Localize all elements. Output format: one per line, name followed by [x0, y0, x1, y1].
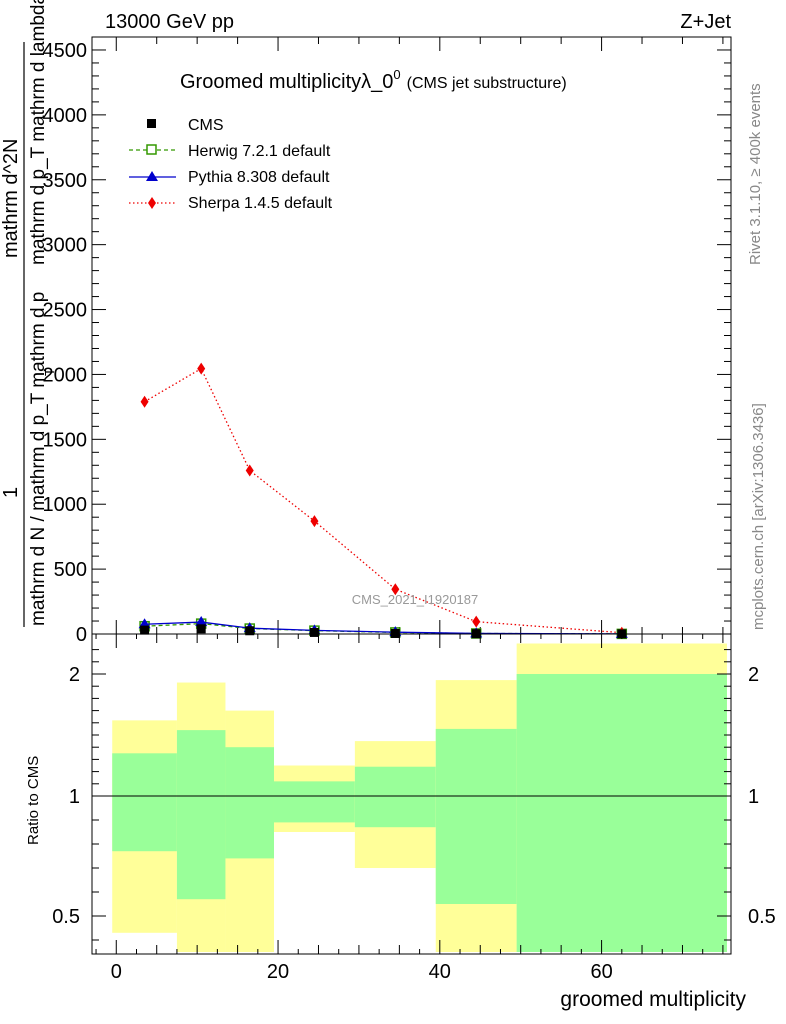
ratio-band-green — [225, 747, 274, 859]
ratio-bands-layer — [112, 643, 727, 952]
main-plot-panel: 0 500 1000 1500 2000 2500 3000 3500 4000 4500 Gro… — [0, 0, 732, 646]
ratio-y-tick-label: 2 — [69, 664, 80, 686]
data-point-sherpa — [245, 464, 254, 477]
legend-label-pythia: Pythia 8.308 default — [188, 169, 330, 186]
plot-title: Groomed multiplicityλ_00 (CMS jet substru… — [180, 67, 567, 93]
ratio-y-tick-label-right: 1 — [748, 786, 759, 808]
main-series-layer — [138, 362, 628, 640]
x-tick-label: 60 — [590, 961, 612, 983]
data-point-cms — [196, 624, 206, 634]
ratio-band-green — [516, 674, 727, 952]
legend-label-herwig: Herwig 7.2.1 default — [188, 143, 331, 160]
rivet-label: Rivet 3.1.10, ≥ 400k events — [747, 83, 764, 265]
main-y-tick-label: 4500 — [43, 40, 88, 62]
main-y-tick-label: 1500 — [43, 429, 88, 451]
legend-entry-sherpa: Sherpa 1.4.5 default — [129, 195, 333, 212]
ratio-y-tick-label-right: 2 — [748, 664, 759, 686]
main-y-tick-label: 500 — [54, 559, 87, 581]
legend-entry-cms: CMS — [147, 117, 224, 134]
legend-marker-herwig — [146, 144, 157, 155]
y-title-right-numerator: mathrm d^2N — [0, 139, 22, 258]
ratio-band-green — [176, 730, 226, 900]
main-y-axis-title: 1 mathrm d N / mathrm d p_T mathrm d p T… — [0, 0, 57, 627]
legend-marker-pythia — [146, 171, 158, 181]
ratio-plot-panel: 0.5 0.5 1 1 2 2 0 20 40 60 Ratio to CMS groomed … — [25, 633, 776, 1011]
data-point-cms — [245, 626, 255, 636]
legend-marker-cms — [147, 119, 156, 128]
main-y-tick-label: 2000 — [43, 364, 88, 386]
data-point-sherpa — [310, 515, 319, 528]
ratio-y-tick-label: 0.5 — [52, 906, 80, 928]
series-line-pythia — [144, 621, 622, 635]
data-point-cms — [309, 627, 319, 637]
x-tick-label: 40 — [429, 961, 451, 983]
ratio-band-green — [273, 781, 355, 823]
legend-entry-herwig: Herwig 7.2.1 default — [129, 143, 331, 160]
main-y-tick-label: 4000 — [43, 105, 88, 127]
y-title-right-denominator: mathrm d p_T mathrm d lambda — [28, 0, 49, 265]
ratio-band-green — [354, 766, 436, 828]
legend-label-cms: CMS — [188, 117, 224, 134]
mcplots-label: mcplots.cern.ch [arXiv:1306.3436] — [750, 403, 767, 630]
main-y-tick-label: 0 — [76, 624, 87, 646]
legend-marker-sherpa — [148, 197, 156, 209]
data-point-cms — [140, 625, 150, 635]
y-title-main-subscript: T — [42, 368, 57, 376]
main-y-tick-label: 3000 — [43, 235, 88, 257]
plot-title-superscript: 0 — [393, 67, 400, 82]
x-axis-title: groomed multiplicity — [560, 988, 746, 1011]
ratio-band-green — [112, 753, 177, 852]
ratio-plot-frame — [91, 633, 732, 955]
legend: CMS Herwig 7.2.1 default Pythia 8.308 de… — [129, 117, 333, 212]
main-y-tick-label: 3500 — [43, 170, 88, 192]
main-y-tick-label: 1000 — [43, 494, 88, 516]
data-point-sherpa — [391, 583, 400, 596]
y-title-main: mathrm d N / mathrm d p_T mathrm d p — [28, 292, 49, 626]
ratio-y-axis-ticks: 0.5 0.5 1 1 2 2 — [52, 649, 776, 941]
ratio-y-axis-title: Ratio to CMS — [25, 756, 42, 845]
plot-title-note: (CMS jet substructure) — [407, 75, 567, 92]
plot-title-main: Groomed multiplicityλ_0 — [180, 71, 393, 93]
ratio-y-tick-label-right: 0.5 — [748, 906, 776, 928]
energy-label: 13000 GeV pp — [105, 11, 234, 33]
data-point-sherpa — [197, 362, 206, 375]
y-title-numerator: 1 — [0, 487, 22, 498]
data-point-cms — [390, 628, 400, 638]
main-y-axis-ticks: 0 500 1000 1500 2000 2500 3000 3500 4000 4500 — [43, 37, 731, 646]
analysis-watermark: CMS_2021_I1920187 — [352, 592, 479, 607]
x-tick-label: 20 — [267, 961, 289, 983]
ratio-x-axis-ticks: 0 20 40 60 — [95, 634, 724, 983]
process-label: Z+Jet — [680, 11, 731, 33]
main-y-tick-label: 2500 — [43, 300, 88, 322]
ratio-y-tick-label: 1 — [69, 786, 80, 808]
data-point-sherpa — [472, 615, 481, 628]
ratio-band-green — [435, 728, 517, 904]
x-tick-label: 0 — [111, 961, 122, 983]
data-point-pythia — [195, 616, 208, 627]
legend-entry-pythia: Pythia 8.308 default — [129, 169, 330, 186]
legend-label-sherpa: Sherpa 1.4.5 default — [188, 195, 333, 212]
data-point-sherpa — [140, 395, 149, 408]
